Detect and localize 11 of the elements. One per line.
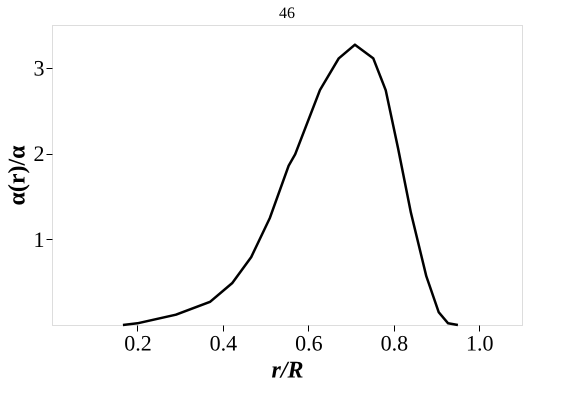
x-tick-label: 0.2 — [124, 330, 152, 356]
x-tick-label: 1.0 — [466, 330, 494, 356]
y-tick-label: 1 — [34, 226, 44, 252]
text: 46 — [279, 5, 295, 22]
y-tick-label: 2 — [34, 141, 44, 166]
x-tick-label: 0.8 — [380, 330, 408, 356]
y-axis-title: α(r)/α — [4, 144, 30, 206]
x-axis-title: r/R — [271, 358, 304, 384]
x-tick-label: 0.6 — [295, 330, 323, 356]
x-tick-label: 0.4 — [210, 330, 238, 356]
y-tick-label: 3 — [34, 55, 44, 80]
